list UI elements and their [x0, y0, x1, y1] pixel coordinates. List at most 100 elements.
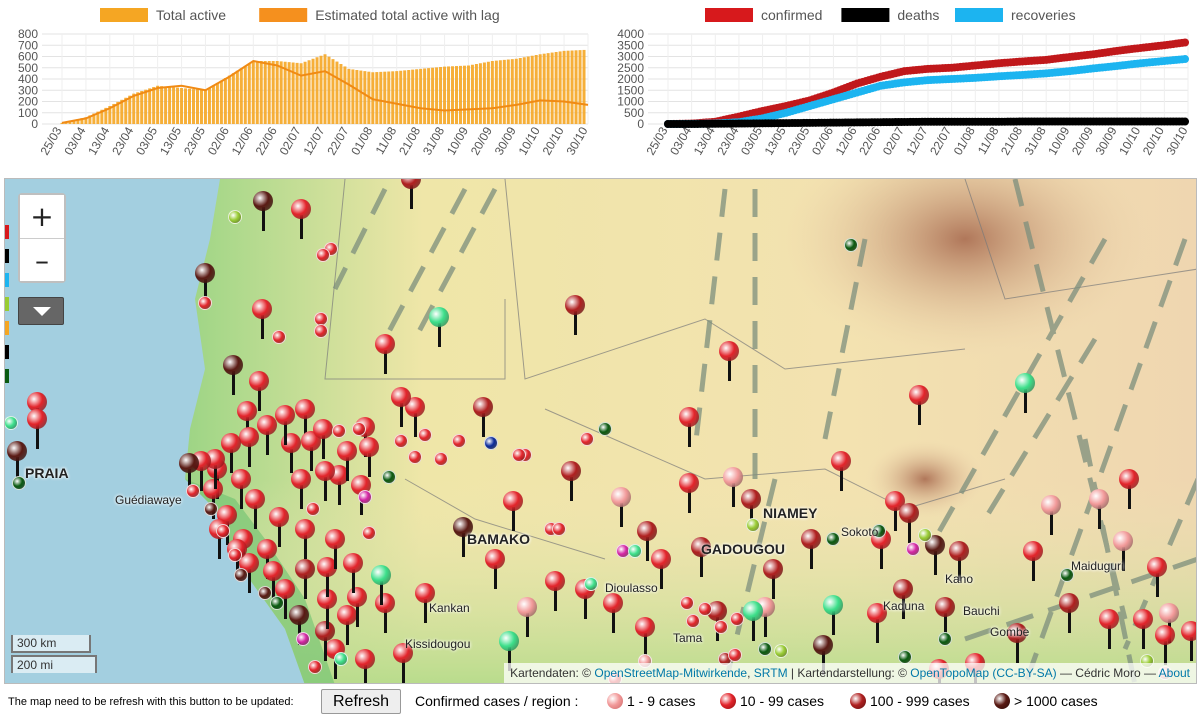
case-marker-pin[interactable] [359, 437, 379, 481]
case-marker-pin[interactable] [317, 557, 337, 601]
refresh-button[interactable]: Refresh [321, 689, 401, 714]
case-marker-pin[interactable] [691, 537, 711, 581]
case-marker-pin[interactable] [1059, 593, 1079, 637]
case-marker-pin[interactable] [429, 307, 449, 351]
case-marker-pin[interactable] [485, 549, 505, 593]
layer-swatch-deaths[interactable] [5, 249, 9, 263]
case-marker-pin[interactable] [7, 441, 27, 485]
case-marker-dot[interactable] [512, 448, 526, 462]
layer-swatch-recoveries[interactable] [5, 273, 9, 287]
case-marker-dot[interactable] [1060, 568, 1074, 582]
case-marker-pin[interactable] [231, 469, 251, 513]
case-marker-pin[interactable] [1007, 623, 1027, 667]
case-marker-dot[interactable] [198, 296, 212, 310]
layer-swatch-green[interactable] [5, 369, 9, 383]
case-marker-pin[interactable] [1023, 541, 1043, 585]
case-marker-dot[interactable] [552, 522, 566, 536]
case-marker-dot[interactable] [826, 532, 840, 546]
case-marker-pin[interactable] [263, 561, 283, 605]
layer-swatch-lime[interactable] [5, 297, 9, 311]
case-marker-pin[interactable] [415, 583, 435, 627]
case-marker-pin[interactable] [317, 589, 337, 633]
osm-link[interactable]: OpenStreetMap-Mitwirkende [594, 666, 748, 680]
case-marker-pin[interactable] [1181, 621, 1196, 665]
case-marker-dot[interactable] [872, 524, 886, 538]
case-marker-pin[interactable] [291, 469, 311, 513]
case-marker-dot[interactable] [258, 586, 272, 600]
case-marker-dot[interactable] [844, 238, 858, 252]
case-marker-pin[interactable] [405, 397, 425, 441]
case-marker-dot[interactable] [452, 434, 466, 448]
case-marker-dot[interactable] [774, 644, 788, 658]
case-marker-pin[interactable] [343, 553, 363, 597]
case-marker-pin[interactable] [635, 617, 655, 661]
case-marker-dot[interactable] [362, 526, 376, 540]
case-marker-pin[interactable] [545, 571, 565, 615]
case-marker-pin[interactable] [375, 334, 395, 378]
case-marker-pin[interactable] [1133, 609, 1153, 653]
case-marker-pin[interactable] [245, 489, 265, 533]
case-marker-pin[interactable] [1089, 489, 1109, 533]
case-marker-pin[interactable] [561, 461, 581, 505]
case-marker-pin[interactable] [823, 595, 843, 639]
case-marker-dot[interactable] [580, 432, 594, 446]
case-marker-dot[interactable] [216, 524, 230, 538]
case-marker-pin[interactable] [949, 541, 969, 585]
case-marker-pin[interactable] [27, 409, 47, 453]
case-marker-pin[interactable] [393, 643, 413, 683]
case-marker-pin[interactable] [517, 597, 537, 641]
case-marker-pin[interactable] [1155, 625, 1175, 669]
case-marker-dot[interactable] [334, 652, 348, 666]
case-marker-pin[interactable] [679, 473, 699, 517]
case-marker-pin[interactable] [371, 565, 391, 609]
srtm-link[interactable]: SRTM [753, 666, 788, 680]
case-marker-pin[interactable] [1099, 609, 1119, 653]
case-marker-pin[interactable] [637, 521, 657, 565]
case-marker-pin[interactable] [1113, 531, 1133, 575]
case-marker-pin[interactable] [723, 467, 743, 511]
case-marker-dot[interactable] [314, 324, 328, 338]
case-marker-pin[interactable] [453, 517, 473, 561]
layer-swatch-confirmed[interactable] [5, 225, 9, 239]
case-marker-pin[interactable] [741, 489, 761, 533]
case-marker-pin[interactable] [1041, 495, 1061, 539]
case-marker-pin[interactable] [275, 579, 295, 623]
zoom-out-button[interactable]: – [20, 238, 64, 281]
case-marker-pin[interactable] [257, 415, 277, 459]
case-marker-dot[interactable] [186, 484, 200, 498]
case-marker-pin[interactable] [401, 179, 421, 213]
case-marker-dot[interactable] [598, 422, 612, 436]
case-marker-pin[interactable] [337, 441, 357, 485]
case-marker-pin[interactable] [221, 433, 241, 477]
layer-swatch-orange[interactable] [5, 321, 9, 335]
license-link[interactable]: (CC-BY-SA) [992, 666, 1057, 680]
case-marker-pin[interactable] [337, 605, 357, 649]
case-marker-pin[interactable] [503, 491, 523, 535]
case-marker-pin[interactable] [269, 507, 289, 551]
case-marker-dot[interactable] [228, 210, 242, 224]
case-marker-dot[interactable] [686, 614, 700, 628]
zoom-in-button[interactable]: + [20, 195, 64, 238]
case-marker-dot[interactable] [12, 476, 26, 490]
case-marker-dot[interactable] [758, 642, 772, 656]
case-marker-pin[interactable] [565, 295, 585, 339]
case-marker-dot[interactable] [272, 330, 286, 344]
case-marker-dot[interactable] [270, 596, 284, 610]
case-marker-pin[interactable] [315, 461, 335, 505]
case-marker-dot[interactable] [332, 424, 346, 438]
case-marker-pin[interactable] [499, 631, 519, 675]
case-marker-pin[interactable] [179, 453, 199, 497]
case-marker-dot[interactable] [316, 248, 330, 262]
case-marker-dot[interactable] [394, 434, 408, 448]
case-marker-dot[interactable] [484, 436, 498, 450]
case-marker-pin[interactable] [719, 341, 739, 385]
case-marker-dot[interactable] [358, 490, 372, 504]
case-marker-pin[interactable] [909, 385, 929, 429]
case-marker-dot[interactable] [714, 620, 728, 634]
case-marker-dot[interactable] [938, 632, 952, 646]
case-marker-pin[interactable] [313, 419, 333, 463]
case-marker-dot[interactable] [308, 660, 322, 674]
case-marker-pin[interactable] [295, 399, 315, 443]
case-marker-dot[interactable] [382, 470, 396, 484]
case-marker-pin[interactable] [252, 299, 272, 343]
